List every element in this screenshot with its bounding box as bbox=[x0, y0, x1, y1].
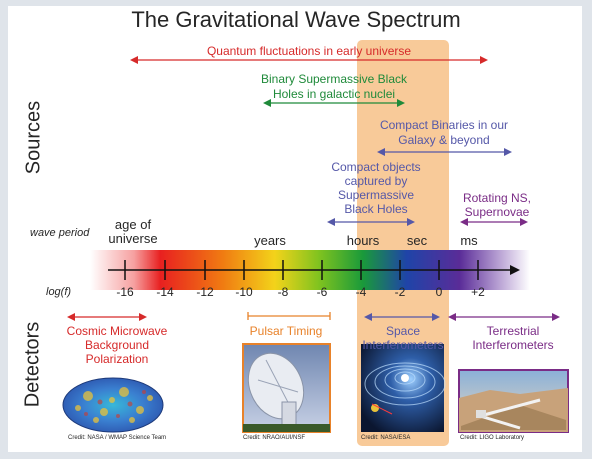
wave-period-label: wave period bbox=[30, 227, 90, 239]
tick-label: -6 bbox=[316, 285, 328, 299]
credit-terrestrial: Credit: LIGO Laboratory bbox=[460, 435, 525, 441]
period-mark-age-of-universe: age of universe bbox=[108, 217, 158, 246]
cmb-map-image bbox=[62, 377, 164, 433]
source-label-compact-binaries: Compact Binaries in our Galaxy & beyond bbox=[379, 118, 509, 147]
terrestrial-detector-arrow bbox=[448, 313, 560, 321]
tick-label: -12 bbox=[196, 285, 214, 299]
source-label-binary-smbh: Binary Supermassive Black Holes in galact… bbox=[260, 72, 408, 101]
detector-label-space: Space Interferometers bbox=[362, 324, 444, 352]
sources-side-label: Sources bbox=[22, 100, 45, 175]
period-mark-sec: sec bbox=[406, 233, 428, 248]
terrestrial-interferometer-image bbox=[458, 369, 569, 433]
quantum-range-arrow bbox=[130, 56, 488, 64]
source-label-rotating-ns: Rotating NS, Supernovae bbox=[462, 191, 532, 219]
binary-smbh-range-arrow bbox=[263, 99, 405, 107]
tick-label: +2 bbox=[471, 285, 485, 299]
period-mark-ms: ms bbox=[460, 233, 478, 248]
source-range-arrows bbox=[67, 56, 560, 321]
page-title: The Gravitational Wave Spectrum bbox=[131, 7, 461, 32]
credit-space: Credit: NASA/ESA bbox=[361, 435, 411, 441]
rotating-ns-range-arrow bbox=[460, 218, 528, 226]
detector-label-pulsar: Pulsar Timing bbox=[249, 324, 323, 338]
credit-pulsar: Credit: NRAO/AUI/NSF bbox=[243, 435, 306, 441]
tick-label: -2 bbox=[394, 285, 406, 299]
log-f-label: log(f) bbox=[46, 286, 72, 298]
tick-label: -16 bbox=[116, 285, 134, 299]
period-mark-hours: hours bbox=[346, 233, 380, 248]
source-label-quantum: Quantum fluctuations in early universe bbox=[206, 44, 412, 58]
tick-label: -8 bbox=[277, 285, 289, 299]
tick-label: -14 bbox=[156, 285, 174, 299]
detector-label-terrestrial: Terrestrial Interferometers bbox=[472, 324, 554, 352]
pulsar-detector-arrow bbox=[247, 312, 331, 320]
axis-arrowhead bbox=[510, 265, 520, 275]
pulsar-telescope-image bbox=[242, 343, 331, 433]
cmb-detector-arrow bbox=[67, 313, 147, 321]
credit-cmb: Credit: NASA / WMAP Science Team bbox=[68, 435, 167, 441]
tick-label: 0 bbox=[435, 285, 443, 299]
period-mark-years: years bbox=[254, 233, 286, 248]
captured-range-arrow bbox=[327, 218, 415, 226]
space-interferometer-image bbox=[361, 344, 446, 432]
space-detector-arrow bbox=[364, 313, 440, 321]
compact-binaries-range-arrow bbox=[377, 148, 512, 156]
tick-label: -4 bbox=[355, 285, 367, 299]
log-frequency-axis bbox=[108, 260, 520, 280]
detectors-side-label: Detectors bbox=[21, 321, 44, 408]
tick-label: -10 bbox=[235, 285, 253, 299]
source-label-captured: Compact objects captured by Supermassive Bl… bbox=[331, 160, 421, 216]
detector-label-cmb: Cosmic Microwave Background Polarization bbox=[66, 324, 168, 366]
